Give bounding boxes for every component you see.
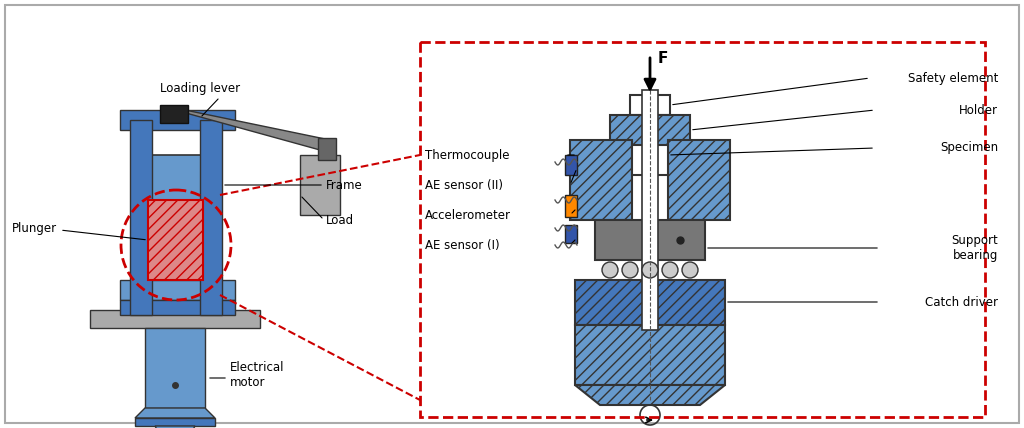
Bar: [630, 95, 670, 115]
Bar: [145, 155, 205, 310]
Circle shape: [682, 262, 698, 278]
Bar: [565, 225, 577, 243]
Bar: [570, 140, 632, 220]
Bar: [130, 120, 152, 315]
Bar: [565, 155, 577, 175]
Circle shape: [602, 262, 618, 278]
Bar: [300, 155, 340, 215]
Polygon shape: [575, 385, 725, 405]
Text: Thermocouple: Thermocouple: [425, 149, 510, 161]
Text: Electrical
motor: Electrical motor: [230, 361, 285, 389]
Text: Frame: Frame: [326, 178, 362, 191]
Text: Specimen: Specimen: [940, 142, 998, 155]
Bar: [632, 145, 668, 175]
Polygon shape: [155, 426, 195, 428]
Circle shape: [662, 262, 678, 278]
Polygon shape: [135, 408, 215, 418]
Bar: [145, 328, 205, 408]
Bar: [148, 200, 203, 280]
Bar: [135, 418, 215, 426]
Text: AE sensor (I): AE sensor (I): [425, 238, 500, 252]
Bar: [565, 195, 577, 217]
Bar: [575, 280, 725, 325]
Bar: [120, 110, 234, 130]
Text: AE sensor (II): AE sensor (II): [425, 178, 503, 191]
Text: Accelerometer: Accelerometer: [425, 208, 511, 222]
Text: Catch driver: Catch driver: [925, 295, 998, 309]
Text: Loading lever: Loading lever: [160, 82, 240, 95]
Bar: [318, 138, 336, 160]
Bar: [120, 300, 234, 315]
Text: Plunger: Plunger: [12, 222, 57, 235]
Polygon shape: [175, 110, 330, 150]
Text: F: F: [658, 51, 669, 65]
Circle shape: [622, 262, 638, 278]
Bar: [595, 220, 705, 260]
Text: Safety element: Safety element: [907, 71, 998, 84]
Text: Holder: Holder: [959, 104, 998, 116]
Text: Load: Load: [326, 214, 354, 226]
Bar: [575, 325, 725, 385]
Circle shape: [642, 262, 658, 278]
Bar: [642, 90, 658, 330]
Bar: [610, 115, 690, 155]
Bar: [160, 105, 188, 123]
Bar: [90, 310, 260, 328]
Bar: [200, 120, 222, 315]
Bar: [120, 280, 234, 300]
Bar: [668, 140, 730, 220]
Text: Support
bearing: Support bearing: [951, 234, 998, 262]
Bar: [420, 42, 985, 417]
